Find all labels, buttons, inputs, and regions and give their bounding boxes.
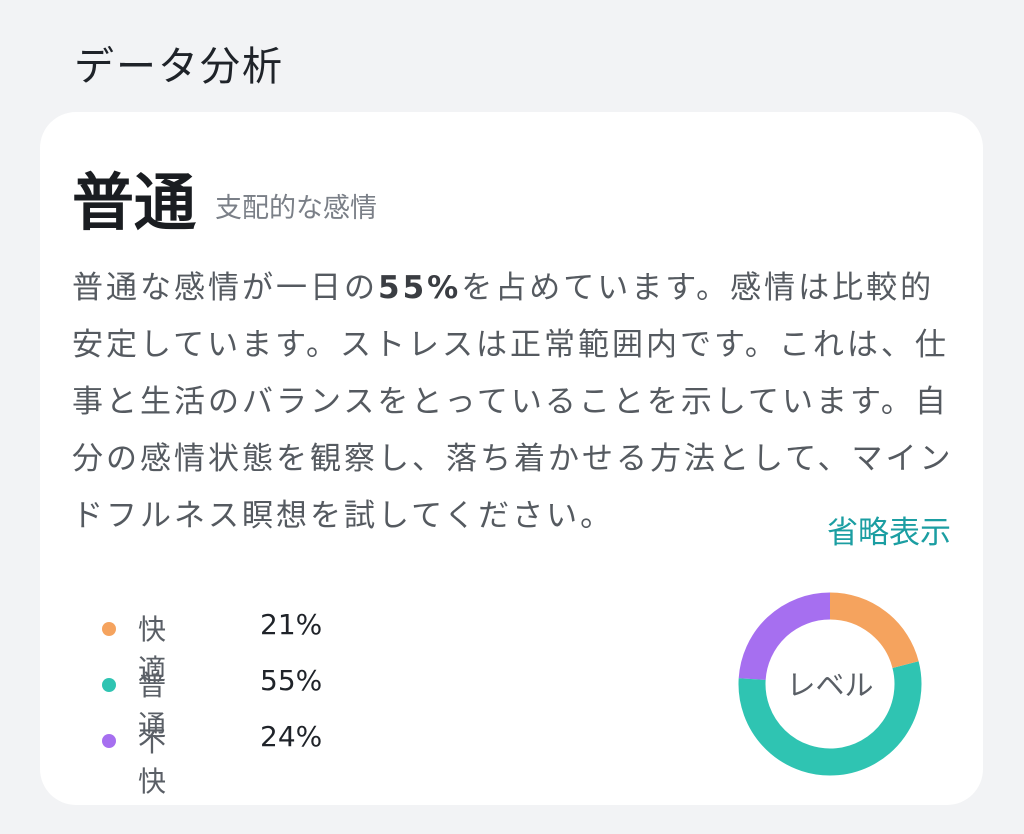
dominant-caption: 支配的な感情 <box>215 193 377 224</box>
legend-label: 普通 <box>138 669 167 742</box>
description-highlight: 55% <box>378 270 462 306</box>
analysis-card: 普通 支配的な感情 普通な感情が一日の55%を占めています。感情は比較的安定して… <box>40 112 983 805</box>
legend-label: 快適 <box>138 613 167 686</box>
description: 普通な感情が一日の55%を占めています。感情は比較的安定しています。ストレスは正… <box>72 260 954 545</box>
legend-label: 不快 <box>138 725 167 798</box>
donut-chart: レベル <box>738 592 922 776</box>
description-text: を占めています。感情は比較的安定しています。ストレスは正常範囲内です。これは、仕… <box>72 270 954 534</box>
legend-value: 55% <box>260 664 323 697</box>
legend-value: 24% <box>260 720 323 753</box>
donut-center-label: レベル <box>786 668 873 702</box>
legend-dot <box>102 734 116 748</box>
page-title: データ分析 <box>74 44 284 90</box>
description-text: 普通な感情が一日の <box>72 270 378 306</box>
legend-dot <box>102 622 116 636</box>
dominant-emotion: 普通 <box>72 166 197 239</box>
legend-dot <box>102 678 116 692</box>
donut-segment <box>738 592 831 681</box>
collapse-toggle[interactable]: 省略表示 <box>827 515 951 551</box>
legend-value: 21% <box>260 608 323 641</box>
donut-segment <box>738 661 922 776</box>
donut-segment <box>829 592 919 669</box>
